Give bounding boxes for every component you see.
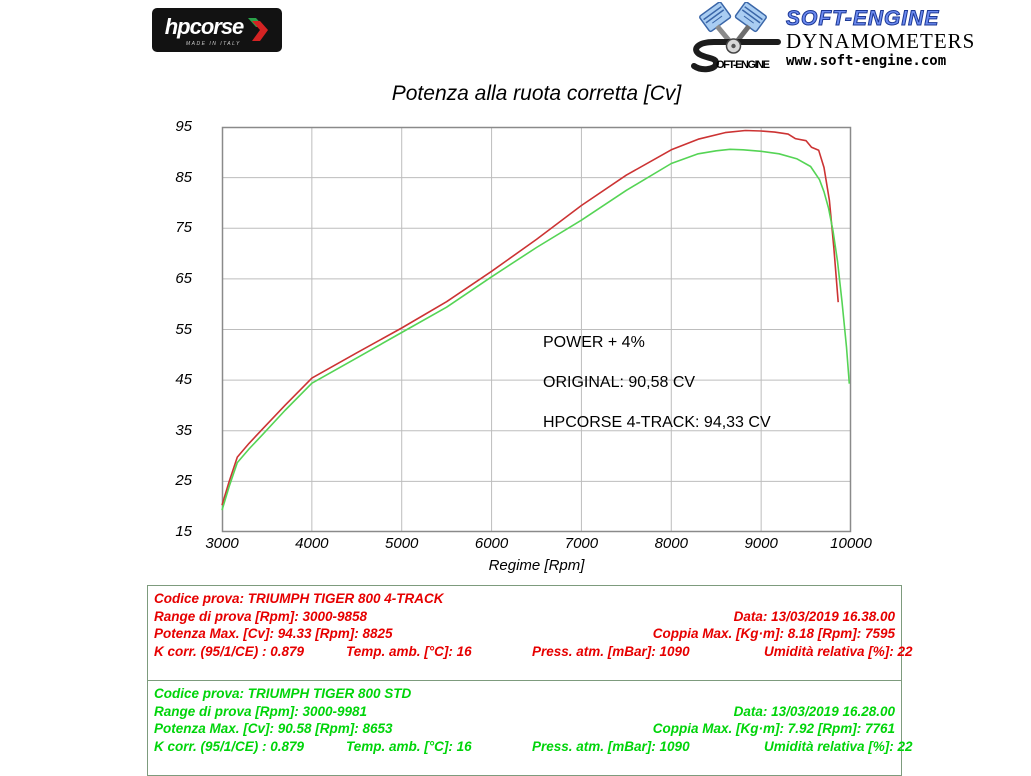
x-tick-label: 8000 [654,535,688,552]
y-tick-label: 65 [175,269,192,287]
softengine-logo: OFT-ENGINE SOFT-ENGINE DYNAMOMETERS www.… [686,2,975,74]
softengine-s-caption: OFT-ENGINE [716,59,770,71]
range-prova-4track: Range di prova [Rpm]: 3000-9858 [154,608,368,624]
results-block-std: Codice prova: TRIUMPH TIGER 800 STD Rang… [148,681,913,775]
umidita-std: Umidità relativa [%]: 22 [764,738,913,754]
chart-canvas [221,126,852,533]
softengine-brand-text: SOFT-ENGINE [785,7,940,30]
hpcorse-brand-text: hpcorse [164,14,245,39]
table-row: Codice prova: TRIUMPH TIGER 800 STD [154,685,895,703]
codice-prova-4track: Codice prova: TRIUMPH TIGER 800 4-TRACK [154,591,444,606]
press-atm-std: Press. atm. [mBar]: 1090 [532,738,690,754]
x-tick-label: 5000 [385,535,419,552]
chart-title: Potenza alla ruota corretta [Cv] [391,82,682,105]
table-row: K corr. (95/1/CE) : 0.879 Temp. amb. [°C… [154,738,913,756]
softengine-pistons-icon: OFT-ENGINE [691,2,781,73]
y-tick-label: 75 [175,219,192,237]
data-ora-4track: Data: 13/03/2019 16.38.00 [733,608,895,624]
x-tick-label: 3000 [205,535,239,552]
annotation-hpcorse-peak: HPCORSE 4-TRACK: 94,33 CV [543,414,771,431]
press-atm-4track: Press. atm. [mBar]: 1090 [532,643,690,659]
x-tick-label: 4000 [295,535,329,552]
dyno-results-table: Codice prova: TRIUMPH TIGER 800 4-TRACK … [147,585,913,776]
k-corr-std: K corr. (95/1/CE) : 0.879 [154,738,305,754]
table-row: Range di prova [Rpm]: 3000-9858 Data: 13… [154,608,895,626]
y-tick-label: 45 [175,371,192,389]
range-prova-std: Range di prova [Rpm]: 3000-9981 [154,703,368,719]
table-row: Potenza Max. [Cv]: 90.58 [Rpm]: 8653 Cop… [154,720,895,738]
y-tick-label: 85 [175,168,192,186]
annotation-power-gain: POWER + 4% [543,334,645,351]
x-tick-label: 9000 [744,535,778,552]
series-hpcorse-4-track [221,129,839,506]
table-row: Range di prova [Rpm]: 3000-9981 Data: 13… [154,703,895,721]
codice-prova-std: Codice prova: TRIUMPH TIGER 800 STD [154,686,412,701]
x-tick-label: 7000 [564,535,599,552]
x-tick-label: 6000 [474,535,509,552]
umidita-4track: Umidità relativa [%]: 22 [764,643,913,659]
potenza-max-4track: Potenza Max. [Cv]: 94.33 [Rpm]: 8825 [154,626,393,641]
table-row: Codice prova: TRIUMPH TIGER 800 4-TRACK [154,590,895,608]
y-tick-label: 25 [175,472,192,490]
table-row: K corr. (95/1/CE) : 0.879 Temp. amb. [°C… [154,643,913,661]
series-original-std- [221,148,851,511]
softengine-subtitle: DYNAMOMETERS [786,29,976,54]
x-tick-label: 10000 [830,535,872,552]
temp-amb-std: Temp. amb. [°C]: 16 [346,738,472,754]
results-block-4track: Codice prova: TRIUMPH TIGER 800 4-TRACK … [148,586,913,681]
hpcorse-arrow-icon [248,18,269,41]
hpcorse-logo: hpcorse MADE IN ITALY [152,8,282,52]
data-ora-std: Data: 13/03/2019 16.28.00 [733,703,895,719]
annotation-original-peak: ORIGINAL: 90,58 CV [543,374,696,391]
softengine-url: www.soft-engine.com [786,53,947,70]
coppia-max-4track: Coppia Max. [Kg·m]: 8.18 [Rpm]: 7595 [652,626,895,641]
y-tick-label: 15 [175,523,192,540]
hpcorse-tagline: MADE IN ITALY [186,41,241,47]
potenza-max-std: Potenza Max. [Cv]: 90.58 [Rpm]: 8653 [154,721,393,736]
table-row: Potenza Max. [Cv]: 94.33 [Rpm]: 8825 Cop… [154,625,895,643]
y-tick-label: 55 [175,320,192,338]
y-tick-label: 95 [175,118,192,135]
y-tick-label: 35 [175,421,192,439]
power-chart: 15 25 35 45 55 65 75 85 95 3000 4000 5000 6000 7000 8… [175,118,872,552]
temp-amb-4track: Temp. amb. [°C]: 16 [346,643,472,659]
k-corr-4track: K corr. (95/1/CE) : 0.879 [154,643,305,659]
x-axis-title: Regime [Rpm] [488,557,585,574]
coppia-max-std: Coppia Max. [Kg·m]: 7.92 [Rpm]: 7761 [652,721,895,736]
